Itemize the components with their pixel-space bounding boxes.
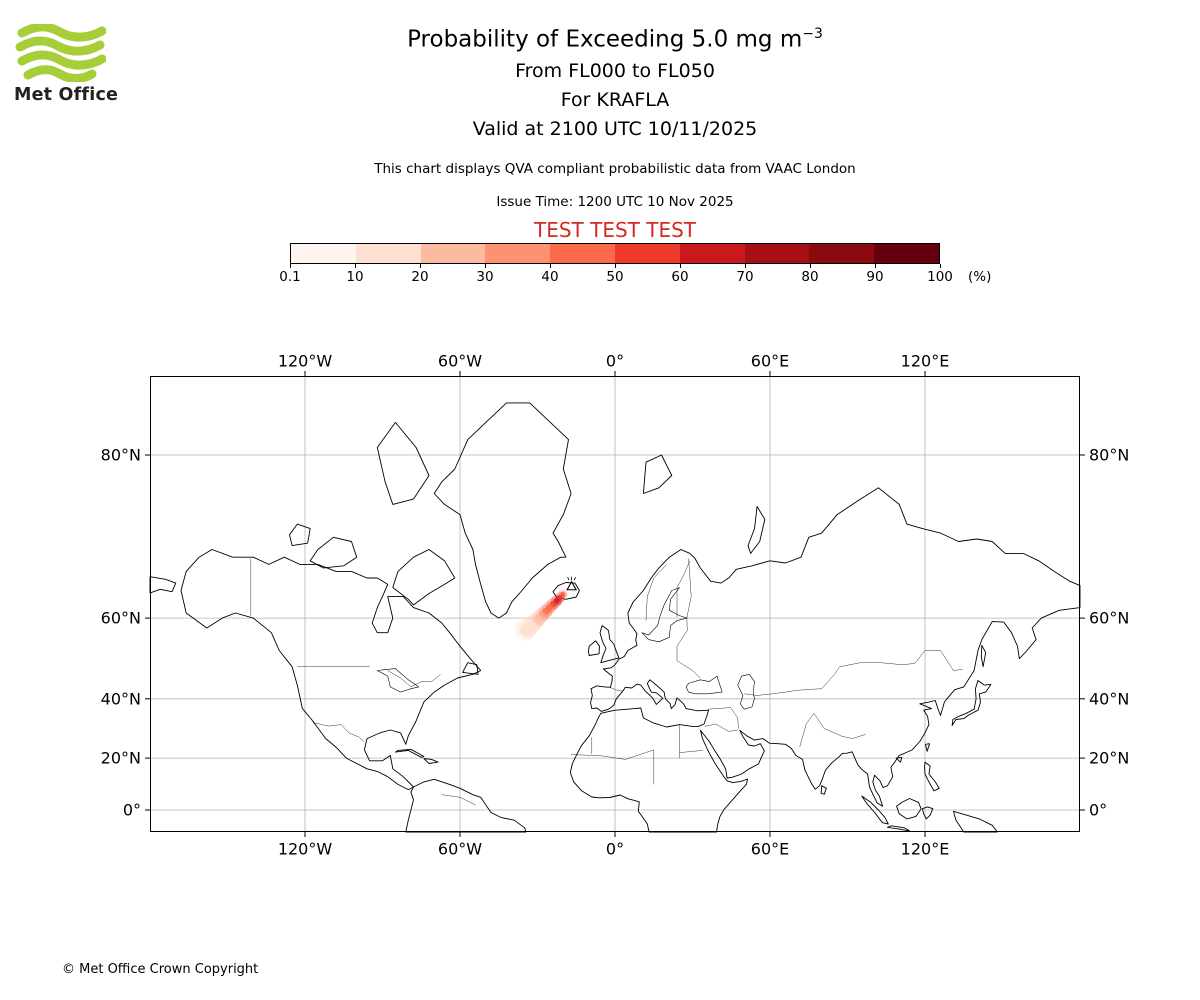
map-canvas <box>145 371 1085 837</box>
colorbar-tick-label: 90 <box>866 269 884 285</box>
colorbar-tick-label: 30 <box>476 269 494 285</box>
y-axis-tick-label-right: 40°N <box>1089 689 1130 709</box>
x-axis-tick-label-bottom: 60°E <box>750 839 790 859</box>
colorbar-tick-mark <box>420 264 421 268</box>
colorbar-tick-mark <box>940 264 941 268</box>
title-text: Probability of Exceeding 5.0 mg m <box>407 26 803 53</box>
colorbar-tick-label: 60 <box>671 269 689 285</box>
colorbar-segment <box>809 244 875 263</box>
page-title: Probability of Exceeding 5.0 mg m−3 <box>30 26 1200 53</box>
colorbar-tick-mark <box>680 264 681 268</box>
x-axis-tick-label-top: 0° <box>605 351 625 371</box>
x-axis-tick-label-top: 120°W <box>277 351 333 371</box>
y-axis-tick-label-left: 40°N <box>100 689 141 709</box>
title-block: Probability of Exceeding 5.0 mg m−3 From… <box>30 26 1200 242</box>
issue-time: Issue Time: 1200 UTC 10 Nov 2025 <box>496 193 734 210</box>
colorbar-tick-mark <box>550 264 551 268</box>
x-axis-tick-label-top: 60°W <box>437 351 483 371</box>
x-axis-tick-label-top: 60°E <box>750 351 790 371</box>
colorbar-segment <box>550 244 615 263</box>
subtitle-flight-levels: From FL000 to FL050 <box>515 59 715 82</box>
y-axis-tick-label-left: 0° <box>122 800 141 820</box>
met-office-logo: Met Office <box>14 24 134 105</box>
colorbar-segment <box>485 244 551 263</box>
colorbar-segment <box>744 244 810 263</box>
colorbar-unit-label: (%) <box>968 269 992 285</box>
colorbar-segment <box>291 244 356 263</box>
colorbar-tick-label: 80 <box>801 269 819 285</box>
colorbar-segment <box>420 244 486 263</box>
subtitle-volcano: For KRAFLA <box>560 88 670 111</box>
world-map-svg <box>145 371 1085 837</box>
x-axis-tick-label-top: 120°E <box>900 351 950 371</box>
colorbar-tick-mark <box>485 264 486 268</box>
colorbar-tick-mark <box>615 264 616 268</box>
colorbar-tick-mark <box>810 264 811 268</box>
logo-wave-icon <box>15 24 106 82</box>
colorbar-segment <box>355 244 421 263</box>
colorbar-segment <box>874 244 939 263</box>
colorbar-tick-label: 0.1 <box>279 269 301 285</box>
x-axis-tick-label-bottom: 120°W <box>277 839 333 859</box>
y-axis-tick-label-right: 80°N <box>1089 445 1130 465</box>
copyright-notice: © Met Office Crown Copyright <box>62 962 259 977</box>
y-axis-tick-label-left: 80°N <box>100 445 141 465</box>
x-axis-tick-label-bottom: 0° <box>605 839 625 859</box>
colorbar-tick-mark <box>875 264 876 268</box>
x-axis-tick-label-bottom: 60°W <box>437 839 483 859</box>
y-axis-tick-label-right: 20°N <box>1089 748 1130 768</box>
y-axis-tick-label-left: 60°N <box>100 608 141 628</box>
y-axis-tick-label-right: 60°N <box>1089 608 1130 628</box>
y-axis-tick-label-right: 0° <box>1089 800 1108 820</box>
logo-text: Met Office <box>14 85 119 105</box>
colorbar-tick-label: 40 <box>541 269 559 285</box>
colorbar <box>290 243 940 264</box>
colorbar-tick-label: 20 <box>411 269 429 285</box>
colorbar-segment <box>679 244 745 263</box>
x-axis-tick-label-bottom: 120°E <box>900 839 950 859</box>
colorbar-tick-mark <box>290 264 291 268</box>
colorbar-tick-mark <box>355 264 356 268</box>
chart-description: This chart displays QVA compliant probab… <box>374 160 856 177</box>
y-axis-tick-label-left: 20°N <box>100 748 141 768</box>
subtitle-valid-time: Valid at 2100 UTC 10/11/2025 <box>472 117 758 140</box>
colorbar-tick-label: 70 <box>736 269 754 285</box>
colorbar-segment <box>614 244 680 263</box>
colorbar-tick-label: 10 <box>346 269 364 285</box>
test-banner: TEST TEST TEST <box>533 217 696 242</box>
colorbar-tick-label: 50 <box>606 269 624 285</box>
colorbar-tick-mark <box>745 264 746 268</box>
colorbar-tick-label: 100 <box>927 269 953 285</box>
title-superscript: −3 <box>802 26 823 42</box>
volcano-marker-icon <box>566 576 578 591</box>
